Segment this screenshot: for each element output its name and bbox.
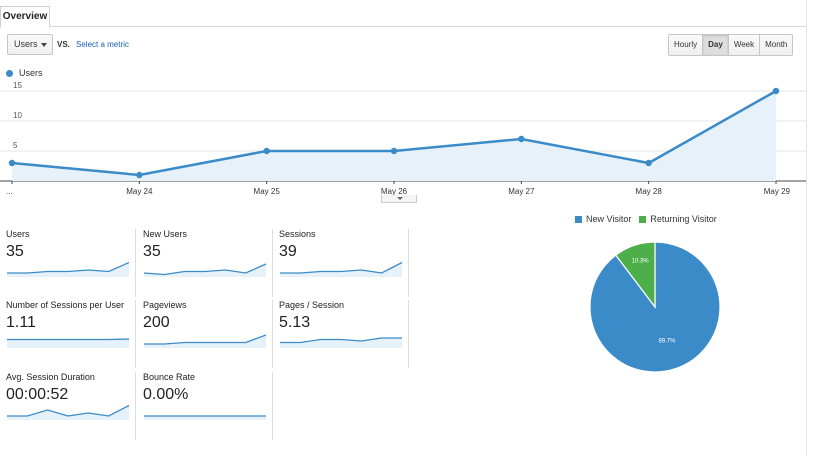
- visitor-pie-chart: 89.7% 10.3%: [589, 241, 721, 372]
- sparkline: [280, 337, 402, 348]
- y-tick-label: 10: [13, 111, 22, 120]
- metric-tile-bounce-rate: Bounce Rate 0.00%: [143, 372, 273, 440]
- metric-value: 200: [143, 314, 170, 331]
- metric-label: Bounce Rate: [143, 372, 196, 382]
- metric-value: 5.13: [279, 314, 311, 331]
- metric-select[interactable]: Users: [7, 34, 53, 55]
- users-line-chart: 5 10 15... May 24 May 25 May 26 May 27 May 28 Ma…: [0, 81, 806, 196]
- metric-tile-pages-per-session: Pages / Session 5.13: [279, 300, 409, 368]
- pie-legend: New Visitor Returning Visitor: [575, 214, 725, 224]
- metric-label: Sessions: [279, 229, 316, 239]
- sparkline: [280, 261, 403, 277]
- users-area-fill: [12, 91, 776, 181]
- y-tick-label: 5: [13, 141, 18, 150]
- sparkline-line: [280, 337, 402, 344]
- sparkline-area: [280, 338, 402, 348]
- select-metric-link[interactable]: Select a metric: [76, 40, 129, 49]
- metric-label: Avg. Session Duration: [6, 372, 95, 382]
- metric-value: 00:00:52: [6, 386, 69, 403]
- pie-slice-returning-visitor[interactable]: [614, 241, 656, 309]
- metric-select-value: Users: [14, 39, 38, 49]
- sparkline-line: [7, 404, 130, 417]
- vs-label: VS.: [57, 40, 70, 49]
- metric-label: Pages / Session: [279, 300, 345, 310]
- pie-slice-label: 89.7%: [658, 339, 676, 345]
- sparkline-area: [7, 339, 129, 348]
- data-point[interactable]: [772, 87, 780, 95]
- metric-tile-sessions-per-user: Number of Sessions per User 1.11: [6, 300, 136, 368]
- legend-label-returning-visitor: Returning Visitor: [650, 214, 717, 224]
- day-button[interactable]: Day: [702, 35, 728, 55]
- legend-item-new-visitor: New Visitor: [575, 214, 631, 224]
- metric-tile-sessions: Sessions 39: [279, 229, 409, 297]
- legend-item-returning-visitor: Returning Visitor: [639, 214, 717, 224]
- x-tick-label: May 24: [126, 187, 153, 196]
- data-point[interactable]: [136, 171, 143, 179]
- chart-legend: Users: [6, 68, 43, 78]
- sparkline-area: [144, 416, 266, 420]
- x-tick-label: May 26: [381, 187, 408, 196]
- sparkline: [7, 338, 130, 348]
- sparkline-area: [7, 405, 129, 420]
- metric-tile-avg-session-duration: Avg. Session Duration 00:00:52: [6, 372, 136, 440]
- metric-label: Pageviews: [143, 300, 187, 310]
- collapse-chart-handle[interactable]: [381, 195, 417, 203]
- x-tick-label: May 27: [508, 187, 535, 196]
- pie-slice-label: 10.3%: [632, 259, 650, 265]
- metric-value: 1.11: [6, 314, 36, 331]
- sparkline-area: [7, 262, 129, 277]
- week-button[interactable]: Week: [727, 35, 760, 55]
- hourly-button[interactable]: Hourly: [669, 35, 703, 55]
- sparkline: [144, 415, 266, 420]
- data-point[interactable]: [390, 147, 398, 155]
- sparkline-line: [143, 263, 267, 276]
- data-point[interactable]: [263, 147, 270, 155]
- granularity-toggle: Hourly Day Week Month: [668, 34, 794, 56]
- data-point[interactable]: [645, 159, 652, 167]
- tab-bar: Overview: [0, 0, 806, 28]
- panel-divider: [806, 0, 807, 456]
- x-tick-label: May 28: [636, 187, 663, 196]
- sparkline-area: [280, 262, 402, 277]
- legend-label-new-visitor: New Visitor: [586, 214, 632, 224]
- y-tick-label: 15: [13, 81, 22, 90]
- month-button[interactable]: Month: [759, 35, 793, 55]
- sparkline: [144, 334, 267, 348]
- sparkline: [7, 404, 130, 420]
- metric-value: 39: [279, 243, 297, 260]
- metric-label: Number of Sessions per User: [6, 300, 125, 310]
- metric-value: 35: [143, 243, 161, 260]
- sparkline-line: [280, 261, 403, 274]
- tab-overview[interactable]: Overview: [0, 6, 50, 28]
- metric-value: 35: [6, 243, 24, 260]
- legend-swatch-icon: [639, 215, 647, 223]
- x-tick-label: May 25: [254, 187, 281, 196]
- data-point[interactable]: [8, 159, 16, 167]
- sparkline-line: [7, 261, 130, 274]
- metric-value: 0.00%: [143, 386, 189, 403]
- legend-swatch-icon: [575, 215, 582, 223]
- chevron-down-icon: [41, 43, 47, 47]
- x-tick-label: ...: [6, 187, 13, 196]
- sparkline: [143, 263, 267, 277]
- sparkline-area: [144, 335, 266, 348]
- metric-tile-users: Users 35: [6, 229, 136, 297]
- metric-label: Users: [6, 229, 30, 239]
- legend-label: Users: [19, 68, 43, 78]
- metric-tile-new-users: New Users 35: [143, 229, 273, 297]
- sparkline-area: [144, 264, 266, 277]
- x-tick-label: May 29: [764, 187, 791, 196]
- data-point[interactable]: [518, 135, 525, 143]
- legend-dot-icon: [6, 69, 13, 77]
- metric-tile-pageviews: Pageviews 200: [143, 300, 273, 368]
- metric-label: New Users: [143, 229, 188, 239]
- sparkline-line: [144, 334, 267, 345]
- sparkline: [7, 261, 130, 277]
